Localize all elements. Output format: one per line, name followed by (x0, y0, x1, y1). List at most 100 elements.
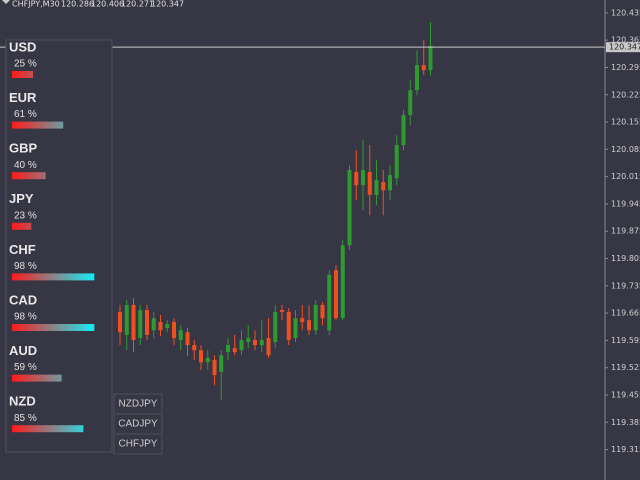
y-tick-label: 119.455 (611, 390, 640, 399)
strength-label: 25 % (14, 59, 37, 70)
candle-body (307, 320, 311, 331)
currency-name: AUD (9, 343, 37, 358)
candle-body (293, 318, 298, 339)
candles (118, 22, 433, 401)
strength-list: USD 25 % EUR 61 % GBP 40 % JPY 23 % CHF 98 % CAD 98… (9, 39, 95, 433)
strength-label: 40 % (14, 160, 37, 171)
y-tick-label: 120.225 (611, 90, 640, 99)
candle-body (124, 304, 129, 335)
candle-body (347, 170, 352, 246)
ohlc-value: 120.406 (91, 0, 124, 9)
strength-bar (12, 172, 46, 180)
currency-name: USD (9, 39, 36, 54)
strength-label: 98 % (14, 312, 37, 323)
strength-label: 23 % (14, 210, 37, 221)
current-price-box (606, 42, 640, 53)
strength-bar (12, 273, 95, 281)
strength-bar (12, 374, 62, 382)
ohlc-value: 120.286 (61, 0, 94, 9)
candle-body (239, 340, 244, 351)
y-tick-label: 120.365 (611, 36, 640, 45)
y-tick-label: 119.315 (611, 445, 640, 454)
candle-body (212, 359, 217, 376)
y-tick-label: 120.435 (611, 8, 640, 17)
y-tick-label: 120.155 (611, 118, 640, 127)
strength-bar (12, 425, 84, 433)
candle-body (388, 175, 392, 191)
candle-body (266, 338, 271, 356)
candle-body (138, 309, 143, 339)
y-tick-label: 119.595 (611, 336, 640, 345)
currency-name: CHF (9, 242, 36, 257)
candle-body (185, 332, 190, 346)
candle-body (246, 338, 251, 342)
currency-name: NZD (9, 394, 36, 409)
currency-name: EUR (9, 90, 37, 105)
candle-body (415, 65, 419, 91)
candle-body (421, 65, 426, 71)
pair-button-label[interactable]: NZDJPY (119, 399, 158, 410)
currency-name: CAD (9, 292, 37, 307)
y-tick-label: 119.525 (611, 363, 640, 372)
candle-body (408, 90, 413, 116)
candle-body (327, 274, 332, 331)
candle-body (178, 330, 183, 341)
currency-name: JPY (9, 191, 34, 206)
candle-body (361, 170, 365, 186)
strength-label: 61 % (14, 109, 37, 120)
candle-body (374, 180, 379, 195)
y-tick-label: 120.015 (611, 172, 640, 181)
candle-body (394, 145, 399, 179)
candle-body (118, 311, 122, 333)
pair-button-label[interactable]: CADJPY (118, 419, 158, 430)
candle-body (259, 340, 264, 346)
candle-body (273, 311, 278, 342)
strength-bar (12, 222, 32, 230)
current-price-label: 120.347 (609, 43, 640, 52)
candle-body (219, 355, 224, 372)
candle-body (381, 182, 386, 191)
candle-body (354, 171, 359, 186)
y-tick-label: 120.085 (611, 145, 640, 154)
candle-body (313, 304, 318, 331)
candle-body (280, 309, 284, 312)
strength-label: 98 % (14, 261, 37, 272)
candle-body (320, 304, 325, 319)
candle-body (253, 340, 257, 346)
strength-label: 85 % (14, 413, 37, 424)
candle-body (151, 318, 156, 331)
candle-body (334, 270, 338, 319)
y-tick-label: 119.735 (611, 281, 640, 290)
pair-buttons: NZDJPY CADJPY CHFJPY (113, 393, 163, 455)
candle-body (158, 322, 163, 331)
pair-button[interactable] (113, 433, 163, 455)
candle-body (131, 304, 136, 341)
y-tick-label: 119.665 (611, 309, 640, 318)
strength-bar (12, 71, 33, 78)
candle-body (286, 311, 291, 341)
strength-panel (5, 39, 113, 453)
y-tick-label: 119.385 (611, 418, 640, 427)
candle-body (232, 348, 237, 353)
candle-body (226, 345, 230, 353)
ohlc-value: 120.271 (121, 0, 154, 9)
candle-body (401, 115, 406, 146)
y-tick-label: 119.945 (611, 199, 640, 208)
candle-body (367, 171, 372, 195)
candle-body (205, 357, 210, 363)
strength-bar (12, 324, 95, 331)
menu-arrow[interactable] (2, 0, 10, 4)
candle-body (145, 309, 149, 335)
y-tick-label: 119.875 (611, 227, 640, 236)
currency-name: GBP (9, 141, 38, 156)
pair-button-label[interactable]: CHFJPY (119, 439, 158, 450)
candle-body (165, 324, 170, 328)
ohlc-value: 120.347 (151, 0, 184, 9)
price-scale: 120.435 120.365 120.295 120.225 120.155 120.0… (0, 8, 640, 454)
candle-body (199, 350, 203, 363)
candle-body (172, 322, 176, 339)
symbol: CHFJPY,M30 (12, 0, 60, 9)
